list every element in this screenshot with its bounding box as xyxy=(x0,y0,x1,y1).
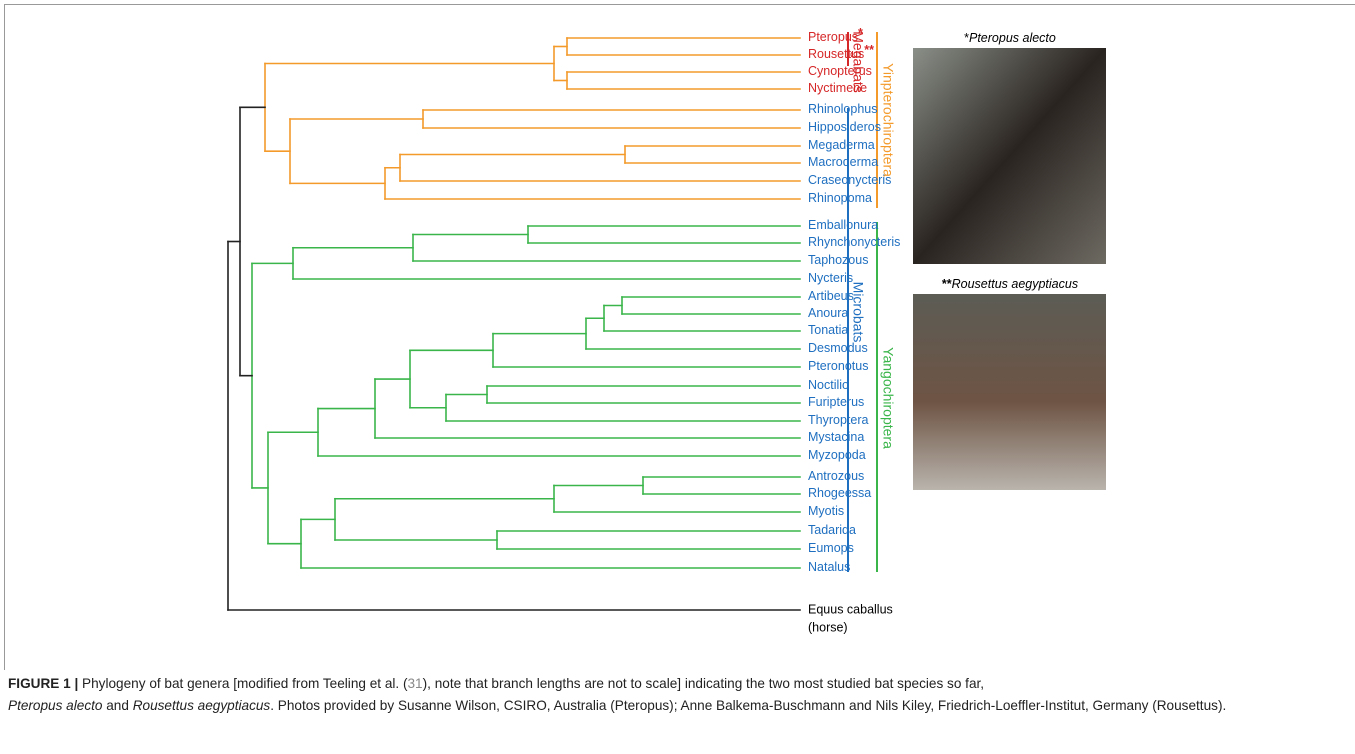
leaf-name: Emballonura xyxy=(808,218,878,232)
clade-label: Yangochiroptera xyxy=(880,347,896,449)
leaf-label: Rhynchonycteris xyxy=(808,235,900,249)
leaf-label: Mystacina xyxy=(808,430,864,444)
caption-ref: 31 xyxy=(408,676,423,691)
leaf-name: Antrozous xyxy=(808,469,864,483)
leaf-name: Desmodus xyxy=(808,341,868,355)
outgroup-note: (horse) xyxy=(808,620,848,634)
leaf-name: Megaderma xyxy=(808,138,875,152)
leaf-label: Thyroptera xyxy=(808,413,868,427)
leaf-name: Macroderma xyxy=(808,155,878,169)
leaf-label: Rhinolophus xyxy=(808,102,878,116)
caption-text: ), note that branch lengths are not to s… xyxy=(423,676,984,691)
photo-name: Rousettus aegyptiacus xyxy=(952,277,1078,291)
leaf-label: Rhogeessa xyxy=(808,486,871,500)
tree xyxy=(228,38,800,610)
leaf-name: Rhynchonycteris xyxy=(808,235,900,249)
leaf-name: Rousettus xyxy=(808,47,864,61)
leaf-name: Artibeus xyxy=(808,289,854,303)
leaf-name: Rhinopoma xyxy=(808,191,872,205)
leaf-label: Noctilio xyxy=(808,378,849,392)
leaf-name: Pteropus xyxy=(808,30,858,44)
leaf-mark: ** xyxy=(864,43,874,57)
leaf-label: Myzopoda xyxy=(808,448,866,462)
photo xyxy=(913,48,1106,264)
frame xyxy=(5,5,1355,671)
leaf-label: Taphozous xyxy=(808,253,868,267)
page: Megabats Microbats Yinpterochiroptera Ya… xyxy=(0,0,1355,754)
leaf-label: Natalus xyxy=(808,560,850,574)
leaf-label: Cynopterus xyxy=(808,64,872,78)
photo-caption: *Pteropus alecto xyxy=(964,31,1056,45)
caption-text: . Photos provided by Susanne Wilson, CSI… xyxy=(270,698,1226,713)
leaf-name: Hipposideros xyxy=(808,120,881,134)
leaf-label: Nycteris xyxy=(808,271,853,285)
leaf-name: Rhinolophus xyxy=(808,102,878,116)
leaf-name: Natalus xyxy=(808,560,850,574)
leaf-label: Desmodus xyxy=(808,341,868,355)
leaf-name: Tadarida xyxy=(808,523,856,537)
leaf-label: Rhinopoma xyxy=(808,191,872,205)
leaf-name: Myotis xyxy=(808,504,844,518)
outgroup-label: Equus caballus xyxy=(808,602,893,616)
leaf-label: Pteronotus xyxy=(808,359,868,373)
photo-caption: **Rousettus aegyptiacus xyxy=(942,277,1078,291)
figure: Megabats Microbats Yinpterochiroptera Ya… xyxy=(0,0,1355,670)
leaf-label: Tonatia xyxy=(808,323,848,337)
leaf-label: Rousettus** xyxy=(808,43,874,61)
leaf-name: Myzopoda xyxy=(808,448,866,462)
leaf-name: Taphozous xyxy=(808,253,868,267)
leaf-name: Rhogeessa xyxy=(808,486,871,500)
leaf-name: Nycteris xyxy=(808,271,853,285)
leaf-mark: * xyxy=(858,26,863,40)
leaf-name: Furipterus xyxy=(808,395,864,409)
photo xyxy=(913,294,1106,490)
leaf-name: Thyroptera xyxy=(808,413,868,427)
clade-label: Yinpterochiroptera xyxy=(880,63,896,177)
caption-species: Pteropus alecto xyxy=(8,698,102,713)
leaf-name: Nyctimene xyxy=(808,81,867,95)
photo-mark: ** xyxy=(942,277,952,291)
leaf-label: Artibeus xyxy=(808,289,854,303)
leaf-label: Nyctimene xyxy=(808,81,867,95)
leaf-label: Antrozous xyxy=(808,469,864,483)
photo-name: Pteropus alecto xyxy=(969,31,1056,45)
leaf-label: Emballonura xyxy=(808,218,878,232)
leaf-label: Macroderma xyxy=(808,155,878,169)
leaf-label: Craseonycteris xyxy=(808,173,891,187)
leaf-label: Furipterus xyxy=(808,395,864,409)
leaf-label: Tadarida xyxy=(808,523,856,537)
leaf-name: Mystacina xyxy=(808,430,864,444)
leaf-label: Pteropus* xyxy=(808,26,863,44)
leaf-label: Hipposideros xyxy=(808,120,881,134)
caption-species: Rousettus aegyptiacus xyxy=(133,698,271,713)
leaf-label: Megaderma xyxy=(808,138,875,152)
caption-text: Phylogeny of bat genera [modified from T… xyxy=(78,676,407,691)
caption: FIGURE 1 | Phylogeny of bat genera [modi… xyxy=(8,673,1343,716)
caption-label: FIGURE 1 | xyxy=(8,676,78,691)
leaf-name: Noctilio xyxy=(808,378,849,392)
leaf-name: Craseonycteris xyxy=(808,173,891,187)
leaf-name: Cynopterus xyxy=(808,64,872,78)
leaf-name: Pteronotus xyxy=(808,359,868,373)
leaf-label: Anoura xyxy=(808,306,848,320)
leaf-name: Tonatia xyxy=(808,323,848,337)
leaf-name: Anoura xyxy=(808,306,848,320)
leaf-label: Eumops xyxy=(808,541,854,555)
leaf-name: Eumops xyxy=(808,541,854,555)
caption-text: and xyxy=(102,698,132,713)
leaf-label: Myotis xyxy=(808,504,844,518)
